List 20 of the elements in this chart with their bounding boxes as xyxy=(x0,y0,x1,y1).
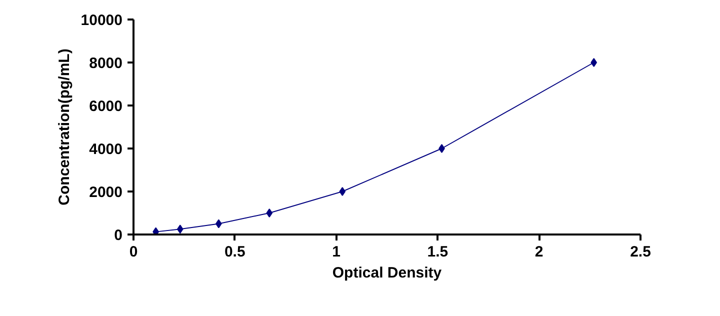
y-axis-title: Concentration(pg/mL) xyxy=(56,48,73,206)
point xyxy=(590,58,598,67)
y-tick-label: 8000 xyxy=(89,55,123,72)
point xyxy=(438,144,445,153)
x-axis-title: Optical Density xyxy=(332,264,442,282)
y-tick-label: 6000 xyxy=(89,98,123,115)
y-tick-label: 0 xyxy=(114,227,122,244)
x-tick-label: 0.5 xyxy=(224,244,246,260)
y-tick-label: 4000 xyxy=(89,141,123,158)
x-tick-label: 2.5 xyxy=(630,244,651,260)
point xyxy=(339,187,346,196)
point xyxy=(152,227,159,234)
x-tick-label: 2 xyxy=(534,244,544,260)
x-tick-label: 0 xyxy=(129,244,138,260)
y-tick-label: 2000 xyxy=(89,184,123,201)
x-tick-label: 1 xyxy=(332,244,340,260)
x-tick-label: 1.5 xyxy=(427,244,448,260)
point xyxy=(266,208,273,218)
y-tick-label: 10000 xyxy=(80,12,123,29)
point xyxy=(176,224,184,234)
